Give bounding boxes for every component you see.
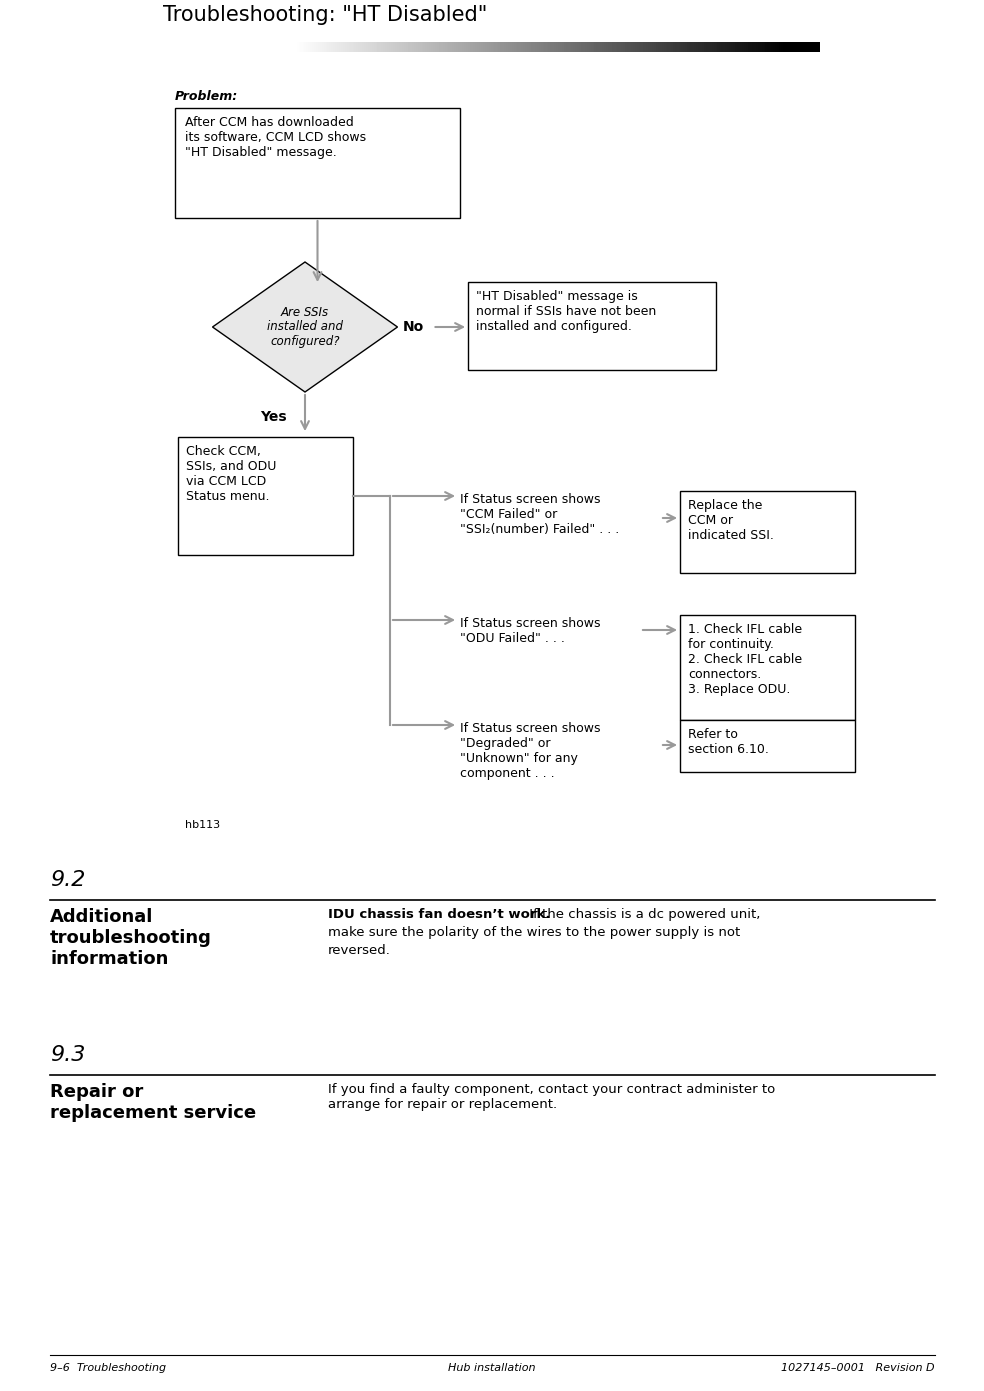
Polygon shape — [213, 262, 398, 392]
Bar — [680, 491, 855, 573]
Text: Hub installation: Hub installation — [449, 1363, 535, 1373]
Bar — [680, 615, 855, 721]
Text: Problem:: Problem: — [175, 90, 238, 103]
Text: 9.3: 9.3 — [50, 1045, 86, 1066]
Text: 1. Check IFL cable
for continuity.
2. Check IFL cable
connectors.
3. Replace ODU: 1. Check IFL cable for continuity. 2. Ch… — [688, 623, 802, 696]
Text: make sure the polarity of the wires to the power supply is not: make sure the polarity of the wires to t… — [328, 926, 740, 939]
Text: If Status screen shows
"CCM Failed" or
"SSI₂(number) Failed" . . .: If Status screen shows "CCM Failed" or "… — [460, 492, 619, 536]
Text: Are SSIs
installed and
configured?: Are SSIs installed and configured? — [267, 306, 343, 349]
Text: "HT Disabled" message is
normal if SSIs have not been
installed and configured.: "HT Disabled" message is normal if SSIs … — [476, 289, 656, 332]
Text: Troubleshooting: "HT Disabled": Troubleshooting: "HT Disabled" — [163, 6, 487, 25]
Text: IDU chassis fan doesn’t work.: IDU chassis fan doesn’t work. — [328, 908, 550, 921]
Bar — [680, 721, 855, 772]
Bar — [175, 108, 460, 218]
Text: 9–6  Troubleshooting: 9–6 Troubleshooting — [50, 1363, 166, 1373]
Text: hb113: hb113 — [185, 821, 220, 830]
Text: Refer to
section 6.10.: Refer to section 6.10. — [688, 727, 769, 755]
Text: Repair or
replacement service: Repair or replacement service — [50, 1084, 256, 1121]
Text: reversed.: reversed. — [328, 944, 391, 957]
Text: If the chassis is a dc powered unit,: If the chassis is a dc powered unit, — [525, 908, 761, 921]
Text: Yes: Yes — [260, 410, 286, 424]
Text: Replace the
CCM or
indicated SSI.: Replace the CCM or indicated SSI. — [688, 499, 773, 542]
Text: If you find a faulty component, contact your contract administer to
arrange for : If you find a faulty component, contact … — [328, 1084, 775, 1111]
Text: 1027145–0001   Revision D: 1027145–0001 Revision D — [781, 1363, 935, 1373]
Text: No: No — [402, 320, 424, 334]
Text: Additional
troubleshooting
information: Additional troubleshooting information — [50, 908, 212, 968]
Text: If Status screen shows
"Degraded" or
"Unknown" for any
component . . .: If Status screen shows "Degraded" or "Un… — [460, 722, 600, 780]
Bar — [178, 437, 353, 555]
Bar — [468, 282, 716, 370]
Text: If Status screen shows
"ODU Failed" . . .: If Status screen shows "ODU Failed" . . … — [460, 618, 600, 645]
Text: 9.2: 9.2 — [50, 869, 86, 890]
Text: Check CCM,
SSIs, and ODU
via CCM LCD
Status menu.: Check CCM, SSIs, and ODU via CCM LCD Sta… — [186, 445, 277, 504]
Text: After CCM has downloaded
its software, CCM LCD shows
"HT Disabled" message.: After CCM has downloaded its software, C… — [185, 115, 366, 159]
